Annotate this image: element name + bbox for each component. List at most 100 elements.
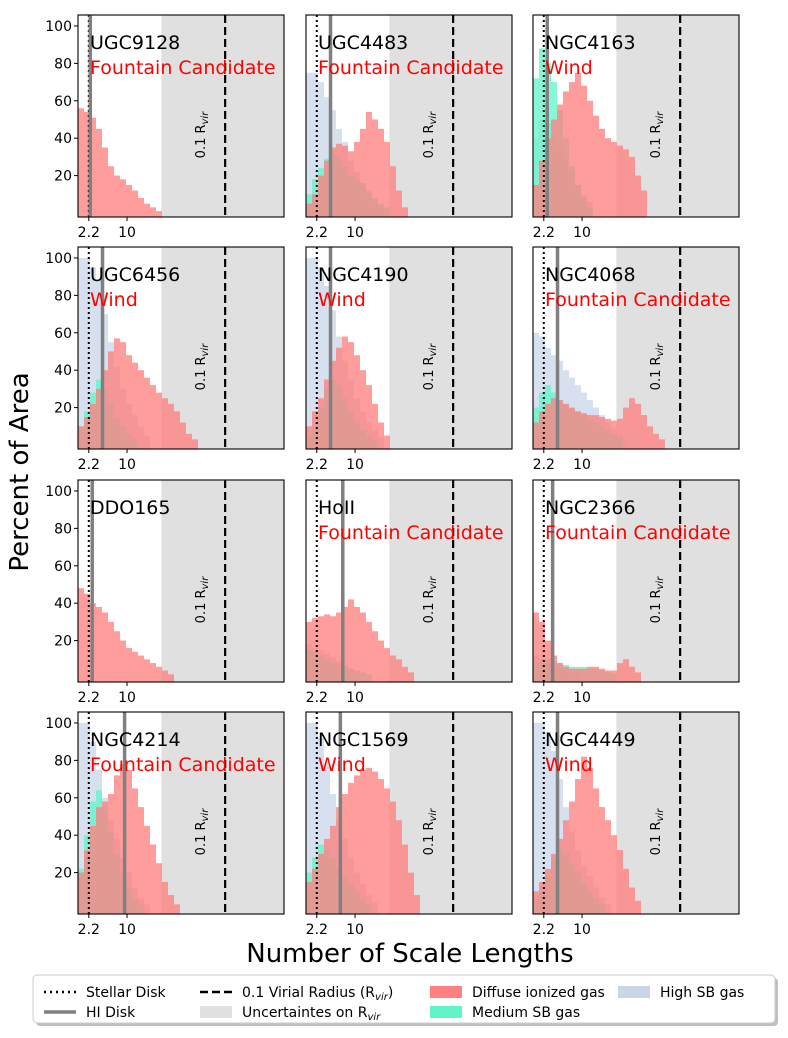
diffuse-bar xyxy=(635,175,641,217)
diffuse-bar xyxy=(156,211,162,217)
x-tick-label: 2.2 xyxy=(306,225,328,241)
high-bar xyxy=(306,72,312,217)
diffuse-bar xyxy=(162,881,168,914)
rvir-label: 0.1 Rvir xyxy=(649,808,666,856)
x-tick-label: 2.2 xyxy=(533,457,555,473)
high-bar xyxy=(533,722,539,914)
panel-frame xyxy=(305,479,513,683)
panel-frame xyxy=(77,711,285,915)
diffuse-bar xyxy=(378,422,384,449)
panel-ugc6456: 0.1 Rvir UGC6456 Wind 100 80 60 40 20 2.2 10 xyxy=(45,246,285,473)
diffuse-bar xyxy=(545,640,551,682)
panel-hoii: 0.1 Rvir HoII Fountain Candidate 2.2 10 xyxy=(305,479,513,706)
x-tick-label: 10 xyxy=(573,457,591,473)
diffuse-bar xyxy=(372,631,378,682)
legend-diffuse-patch xyxy=(430,986,462,998)
diffuse-bar xyxy=(330,147,336,217)
diffuse-bar xyxy=(551,398,557,449)
galaxy-classification: Fountain Candidate xyxy=(318,522,504,544)
diffuse-bar xyxy=(324,614,330,682)
diffuse-bar xyxy=(366,385,372,449)
diffuse-bar xyxy=(324,838,330,914)
panel-frame xyxy=(532,246,740,450)
rvir-label: 0.1 Rvir xyxy=(649,111,666,159)
panel-frame xyxy=(532,711,740,915)
diffuse-bar xyxy=(342,606,348,682)
diffuse-bar xyxy=(623,149,629,217)
rvir-label: 0.1 Rvir xyxy=(194,576,211,624)
diffuse-bar xyxy=(156,666,162,682)
diffuse-bar xyxy=(138,807,144,914)
diffuse-bar xyxy=(390,801,396,914)
diffuse-bar xyxy=(96,388,102,449)
diffuse-bar xyxy=(144,659,150,682)
diffuse-bar xyxy=(132,651,138,682)
diffuse-bar xyxy=(150,207,156,217)
galaxy-classification: Fountain Candidate xyxy=(90,754,276,776)
diffuse-bar xyxy=(102,612,108,682)
y-tick-label: 80 xyxy=(54,521,72,537)
diffuse-bar xyxy=(575,779,581,914)
diffuse-bar xyxy=(408,672,414,682)
diffuse-bar xyxy=(533,891,539,914)
diffuse-bar xyxy=(360,612,366,682)
diffuse-bar xyxy=(587,100,593,217)
panel-frame xyxy=(77,479,285,683)
diffuse-bar xyxy=(348,782,354,914)
diffuse-bar xyxy=(354,606,360,682)
diffuse-bar xyxy=(533,184,539,217)
rvir-label: 0.1 Rvir xyxy=(422,576,439,624)
diffuse-bar xyxy=(605,138,611,217)
diffuse-bar xyxy=(569,668,575,682)
galaxy-name: NGC4449 xyxy=(545,729,636,751)
panel-ngc4068: 0.1 Rvir NGC4068 Fountain Candidate 2.2 10 xyxy=(532,246,740,473)
diffuse-bar xyxy=(168,895,174,914)
diffuse-bar xyxy=(539,881,545,914)
diffuse-bar xyxy=(312,868,318,914)
diffuse-bar xyxy=(114,175,120,217)
galaxy-classification: Fountain Candidate xyxy=(318,57,504,79)
galaxy-name: UGC4483 xyxy=(318,32,408,54)
diffuse-bar xyxy=(617,663,623,682)
diffuse-bar xyxy=(569,82,575,218)
diffuse-bar xyxy=(372,119,378,217)
diffuse-bar xyxy=(306,426,312,449)
diffuse-bar xyxy=(384,435,390,449)
diffuse-bar xyxy=(126,648,132,682)
x-tick-label: 10 xyxy=(118,922,136,938)
diffuse-bar xyxy=(396,190,402,217)
diffuse-bar xyxy=(617,145,623,217)
diffuse-bar xyxy=(569,801,575,914)
diffuse-bar xyxy=(533,422,539,449)
diffuse-bar xyxy=(611,670,617,682)
diffuse-bar xyxy=(330,360,336,449)
panel-frame xyxy=(77,14,285,218)
high-bar xyxy=(312,257,318,449)
diffuse-bar xyxy=(354,775,360,914)
diffuse-bar xyxy=(539,621,545,682)
diffuse-bar xyxy=(366,621,372,682)
x-tick-label: 10 xyxy=(346,457,364,473)
legend-high-patch xyxy=(618,986,650,998)
rvir-uncertainty-band xyxy=(161,712,284,914)
diffuse-bar xyxy=(557,104,563,217)
diffuse-bar xyxy=(78,872,84,914)
diffuse-bar xyxy=(581,85,587,217)
high-bar xyxy=(318,82,324,218)
diffuse-bar xyxy=(575,411,581,449)
diffuse-bar xyxy=(102,370,108,449)
diffuse-bar xyxy=(330,825,336,914)
high-bar xyxy=(539,722,545,914)
panel-ngc4190: 0.1 Rvir NGC4190 Wind 2.2 10 xyxy=(305,246,513,473)
diffuse-bar xyxy=(150,663,156,682)
x-tick-label: 10 xyxy=(118,225,136,241)
diffuse-bar xyxy=(563,403,569,449)
diffuse-bar xyxy=(162,670,168,682)
x-tick-label: 10 xyxy=(573,922,591,938)
diffuse-bar xyxy=(587,767,593,914)
diffuse-bar xyxy=(78,588,84,682)
diffuse-bar xyxy=(132,362,138,449)
diffuse-bar xyxy=(384,648,390,682)
x-axis-label: Number of Scale Lengths xyxy=(246,939,573,969)
diffuse-bar xyxy=(617,418,623,449)
